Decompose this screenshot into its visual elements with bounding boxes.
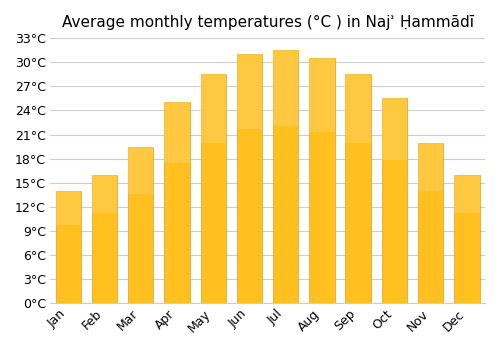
Bar <box>382 98 407 160</box>
Bar <box>56 191 81 303</box>
Bar <box>237 54 262 303</box>
Bar <box>454 175 479 303</box>
Bar <box>92 175 117 214</box>
Bar <box>346 74 371 303</box>
Bar <box>310 58 334 132</box>
Bar <box>164 103 190 163</box>
Bar <box>454 175 479 214</box>
Bar <box>164 103 190 303</box>
Bar <box>128 147 154 303</box>
Bar <box>418 142 444 191</box>
Bar <box>200 74 226 143</box>
Title: Average monthly temperatures (°C ) in Najʾ Ḥammādī: Average monthly temperatures (°C ) in Na… <box>62 15 474 30</box>
Bar <box>200 74 226 303</box>
Bar <box>128 147 154 194</box>
Bar <box>382 98 407 303</box>
Bar <box>310 58 334 303</box>
Bar <box>273 50 298 303</box>
Bar <box>56 191 81 225</box>
Bar <box>346 74 371 143</box>
Bar <box>273 50 298 126</box>
Bar <box>237 54 262 129</box>
Bar <box>418 142 444 303</box>
Bar <box>92 175 117 303</box>
